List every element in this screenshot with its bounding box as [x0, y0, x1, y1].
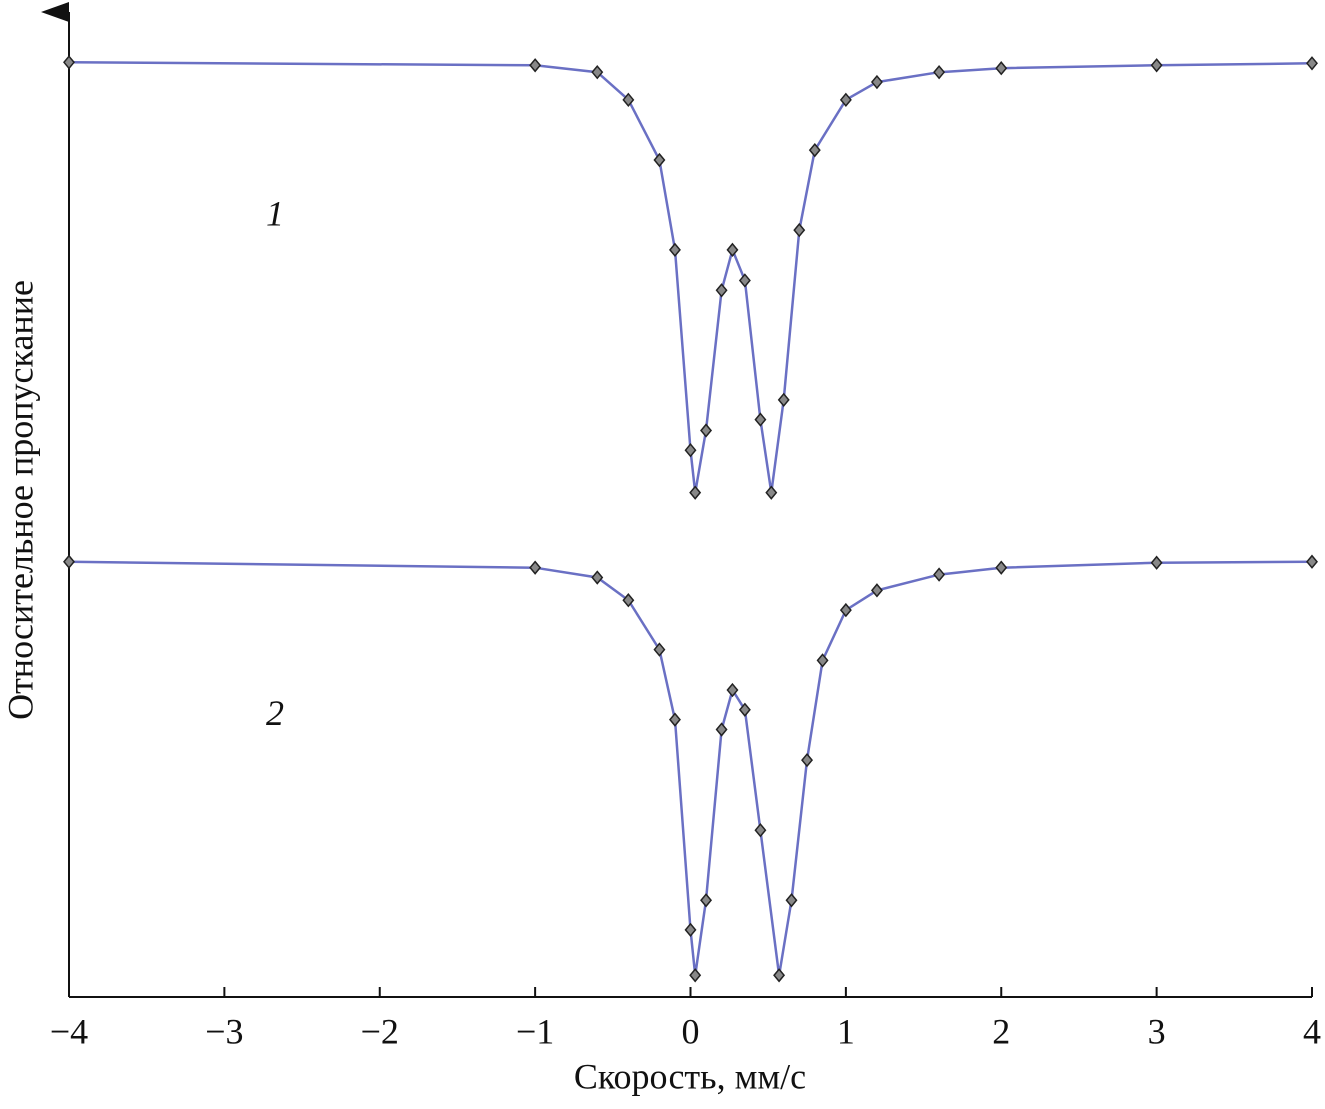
data-point: [801, 752, 814, 768]
x-tick-label: −4: [50, 1011, 88, 1051]
data-point: [765, 485, 778, 500]
data-point: [689, 485, 702, 500]
fit-line: [68, 560, 1313, 976]
data-point: [689, 968, 702, 983]
data-point: [63, 554, 75, 569]
data-point: [684, 922, 697, 938]
data-point: [870, 583, 883, 598]
data-point: [726, 242, 739, 258]
data-point: [529, 58, 542, 73]
data-point: [933, 567, 946, 582]
data-point: [839, 602, 852, 618]
data-point: [754, 823, 767, 838]
y-axis-title: Относительное пропускание: [0, 280, 40, 720]
data-point: [715, 283, 728, 298]
data-point: [1150, 555, 1163, 570]
data-point: [591, 65, 604, 80]
data-point: [1306, 56, 1318, 71]
data-point: [1150, 58, 1163, 73]
data-point: [726, 682, 739, 698]
x-tick-label: −2: [361, 1011, 399, 1051]
data-point: [839, 92, 852, 107]
x-tick-label: 1: [837, 1011, 855, 1051]
data-point: [622, 593, 635, 608]
data-point: [793, 222, 806, 238]
data-point: [715, 722, 728, 737]
data-point: [668, 242, 681, 258]
data-point: [773, 968, 786, 983]
x-tick-label: −3: [205, 1011, 243, 1051]
curve-label: 1: [266, 194, 284, 234]
data-point: [816, 653, 829, 668]
curve-label: 2: [266, 693, 284, 733]
data-point: [1306, 554, 1318, 569]
x-tick-label: −1: [516, 1011, 554, 1051]
data-point: [777, 392, 790, 408]
x-tick-label: 0: [682, 1011, 700, 1051]
data-point: [700, 423, 713, 438]
x-axis-title: Скорость, мм/с: [574, 1056, 806, 1096]
data-point: [529, 560, 542, 575]
x-tick-label: 3: [1148, 1011, 1166, 1051]
data-point: [591, 570, 604, 585]
data-point: [668, 712, 681, 727]
data-point: [738, 702, 751, 717]
data-point: [653, 642, 666, 657]
data-point: [63, 55, 75, 70]
data-point: [785, 893, 798, 908]
data-point: [870, 74, 883, 90]
data-point: [933, 65, 946, 80]
fit-line: [68, 61, 1313, 493]
data-point: [653, 152, 666, 168]
x-tick-label: 2: [992, 1011, 1010, 1051]
data-point: [995, 560, 1008, 575]
x-tick-label: 4: [1303, 1011, 1321, 1051]
data-point: [622, 92, 635, 107]
data-point: [738, 273, 751, 288]
data-point: [684, 443, 697, 458]
data-point: [808, 142, 821, 158]
data-point: [754, 412, 767, 427]
data-point: [700, 893, 713, 908]
data-point: [995, 61, 1008, 76]
